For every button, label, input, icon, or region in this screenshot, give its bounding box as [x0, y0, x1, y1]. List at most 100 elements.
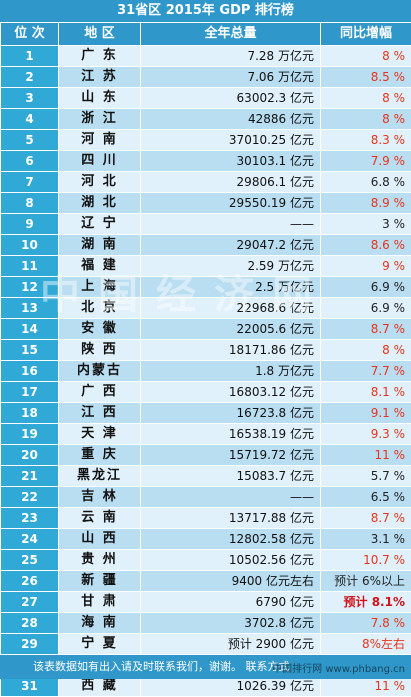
growth-cell: 8.1 % — [321, 382, 411, 403]
gdp-cell: 10502.56 亿元 — [141, 550, 321, 571]
header-region: 地 区 — [59, 23, 141, 46]
gdp-cell: 30103.1 亿元 — [141, 151, 321, 172]
gdp-cell: 29047.2 亿元 — [141, 235, 321, 256]
gdp-cell: 15083.7 亿元 — [141, 466, 321, 487]
region-cell: 上 海 — [59, 277, 141, 298]
gdp-cell: 22005.6 亿元 — [141, 319, 321, 340]
growth-cell: 8.6 % — [321, 235, 411, 256]
table-header-row: 位 次 地 区 全年总量 同比增幅 — [1, 23, 411, 46]
region-cell: 河 南 — [59, 130, 141, 151]
rank-cell: 20 — [1, 445, 59, 466]
rank-cell: 23 — [1, 508, 59, 529]
region-cell: 天 津 — [59, 424, 141, 445]
rank-cell: 1 — [1, 46, 59, 67]
growth-cell: 5.7 % — [321, 466, 411, 487]
gdp-cell: 预计 2900 亿元 — [141, 634, 321, 655]
region-cell: 重 庆 — [59, 445, 141, 466]
growth-cell: 9 % — [321, 256, 411, 277]
region-cell: 广 东 — [59, 46, 141, 67]
gdp-cell: 29806.1 亿元 — [141, 172, 321, 193]
rank-cell: 14 — [1, 319, 59, 340]
growth-cell: 6.9 % — [321, 298, 411, 319]
growth-cell: 预计 6%以上 — [321, 571, 411, 592]
rank-cell: 17 — [1, 382, 59, 403]
growth-cell: 8 % — [321, 109, 411, 130]
gdp-cell: 37010.25 亿元 — [141, 130, 321, 151]
rank-cell: 7 — [1, 172, 59, 193]
rank-cell: 5 — [1, 130, 59, 151]
gdp-cell: 2.5 万亿元 — [141, 277, 321, 298]
region-cell: 广 西 — [59, 382, 141, 403]
growth-cell: 7.9 % — [321, 151, 411, 172]
rank-cell: 16 — [1, 361, 59, 382]
gdp-cell: 16723.8 亿元 — [141, 403, 321, 424]
gdp-cell: —— — [141, 214, 321, 235]
rank-cell: 11 — [1, 256, 59, 277]
region-cell: 河 北 — [59, 172, 141, 193]
growth-cell: 9.1 % — [321, 403, 411, 424]
region-cell: 江 苏 — [59, 67, 141, 88]
growth-cell: 3.1 % — [321, 529, 411, 550]
rank-cell: 8 — [1, 193, 59, 214]
growth-cell: 8.7 % — [321, 319, 411, 340]
growth-cell: 6.9 % — [321, 277, 411, 298]
growth-cell: 7.7 % — [321, 361, 411, 382]
region-cell: 江 西 — [59, 403, 141, 424]
region-cell: 辽 宁 — [59, 214, 141, 235]
gdp-cell: 6790 亿元 — [141, 592, 321, 613]
header-growth: 同比增幅 — [321, 23, 411, 46]
rank-cell: 24 — [1, 529, 59, 550]
rank-cell: 6 — [1, 151, 59, 172]
rank-cell: 26 — [1, 571, 59, 592]
gdp-cell: 22968.6 亿元 — [141, 298, 321, 319]
header-gdp: 全年总量 — [141, 23, 321, 46]
rank-cell: 3 — [1, 88, 59, 109]
gdp-cell: 12802.58 亿元 — [141, 529, 321, 550]
rank-cell: 29 — [1, 634, 59, 655]
gdp-cell: 18171.86 亿元 — [141, 340, 321, 361]
region-cell: 贵 州 — [59, 550, 141, 571]
growth-cell: 8 % — [321, 340, 411, 361]
rank-cell: 10 — [1, 235, 59, 256]
region-cell: 湖 南 — [59, 235, 141, 256]
page-title: 31省区 2015年 GDP 排行榜 — [0, 0, 411, 22]
growth-cell: 8.7 % — [321, 508, 411, 529]
rank-cell: 21 — [1, 466, 59, 487]
region-cell: 浙 江 — [59, 109, 141, 130]
region-cell: 陕 西 — [59, 340, 141, 361]
rank-cell: 28 — [1, 613, 59, 634]
region-cell: 山 东 — [59, 88, 141, 109]
rank-cell: 2 — [1, 67, 59, 88]
rank-cell: 25 — [1, 550, 59, 571]
region-cell: 福 建 — [59, 256, 141, 277]
growth-cell: 3 % — [321, 214, 411, 235]
growth-cell: 8.5 % — [321, 67, 411, 88]
region-cell: 安 徽 — [59, 319, 141, 340]
footer-note: 该表数据如有出入请及时联系我们，谢谢。 联系方式 — [0, 655, 411, 679]
growth-cell: 7.8 % — [321, 613, 411, 634]
gdp-cell: —— — [141, 487, 321, 508]
rank-cell: 27 — [1, 592, 59, 613]
rank-cell: 19 — [1, 424, 59, 445]
growth-cell: 6.5 % — [321, 487, 411, 508]
growth-cell: 8 % — [321, 46, 411, 67]
